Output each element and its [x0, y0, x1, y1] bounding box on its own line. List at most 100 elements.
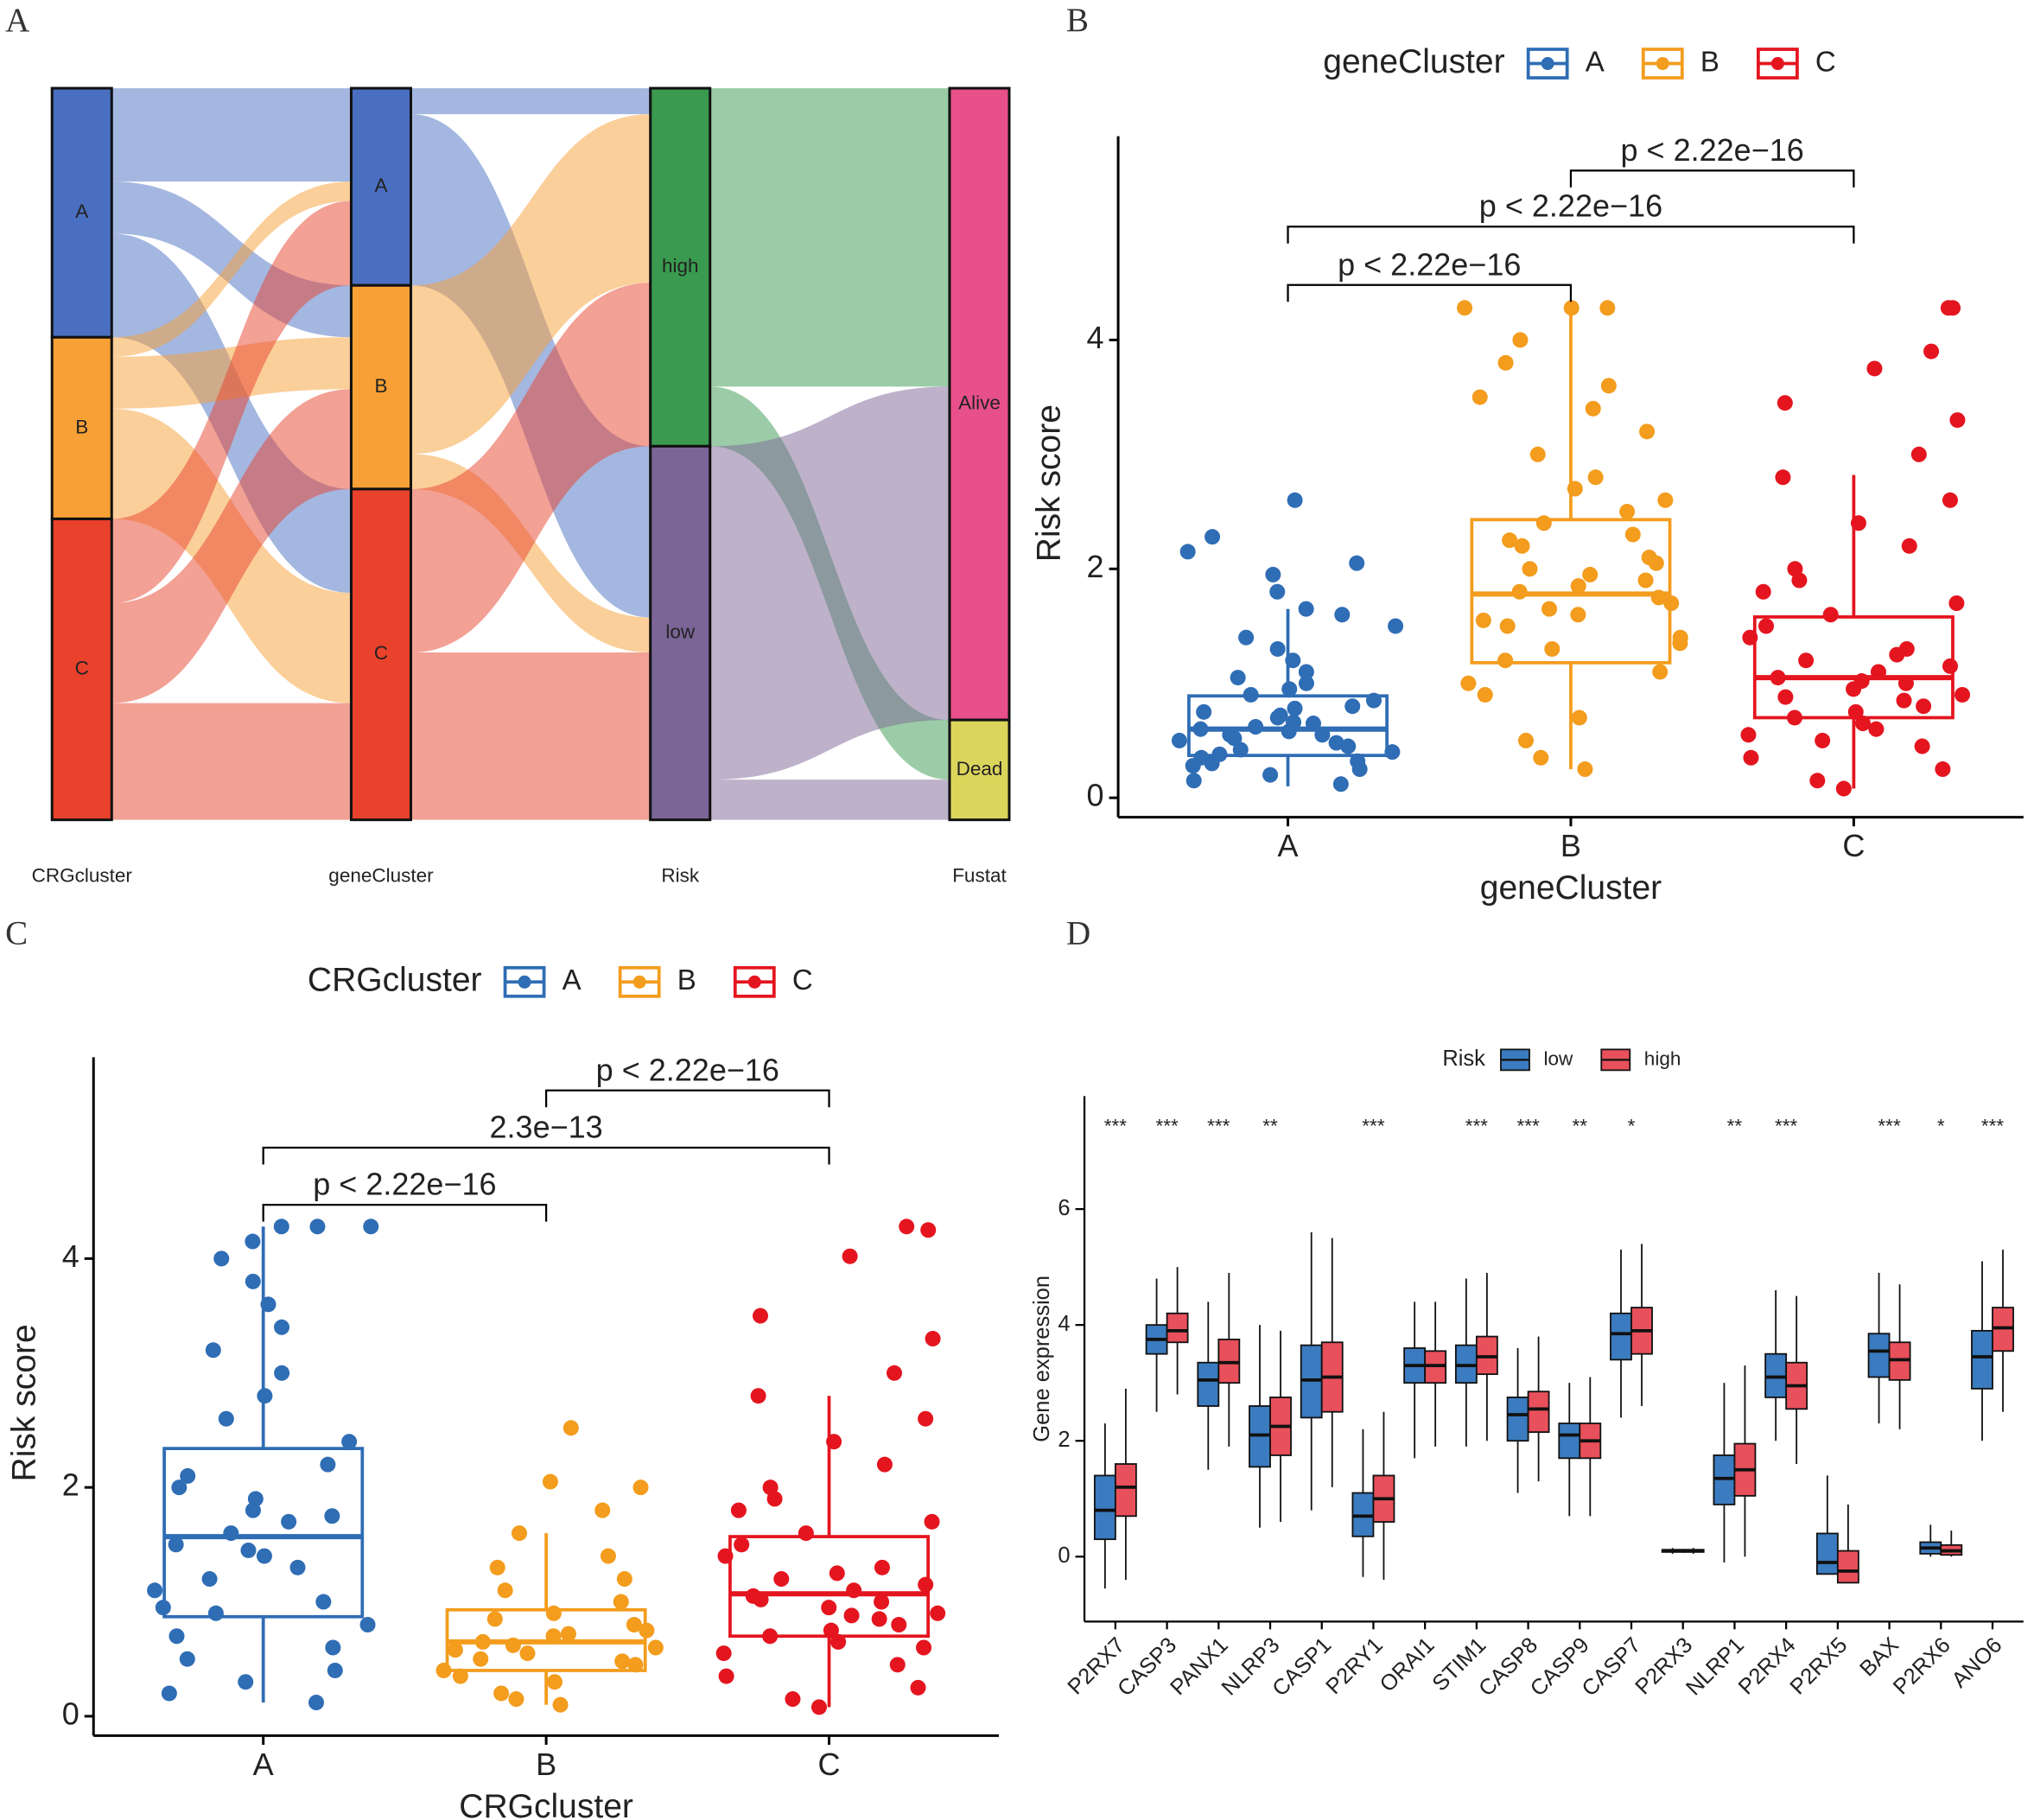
point: [910, 1679, 926, 1696]
significance: **: [1573, 1115, 1588, 1136]
point: [308, 1695, 325, 1711]
point: [1619, 504, 1636, 520]
point: [1298, 675, 1314, 691]
sankey-flow: [111, 88, 352, 182]
stage-label: Fustat: [952, 865, 1007, 887]
point: [363, 1219, 379, 1235]
point: [309, 1219, 326, 1235]
significance: ***: [1775, 1115, 1798, 1136]
point: [1298, 601, 1314, 617]
point: [1544, 640, 1560, 657]
point: [715, 1645, 732, 1662]
point: [1942, 658, 1959, 674]
y-tick-label: 2: [62, 1467, 79, 1503]
point: [930, 1605, 946, 1621]
sankey-flow: [111, 200, 352, 603]
point: [171, 1480, 188, 1496]
point: [1497, 354, 1514, 371]
sankey-flow: [111, 181, 352, 357]
point: [1265, 566, 1281, 582]
point: [647, 1639, 664, 1656]
box: [1836, 1550, 1859, 1584]
comparison-bracket: [544, 1089, 830, 1108]
point: [315, 1594, 332, 1610]
point: [511, 1525, 528, 1542]
significance: ***: [1981, 1115, 2005, 1136]
point: [245, 1273, 261, 1289]
point: [542, 1473, 558, 1490]
point: [1349, 555, 1365, 571]
point: [274, 1319, 290, 1335]
point: [1477, 686, 1493, 703]
point: [734, 1537, 750, 1553]
comparison-bracket: [1287, 283, 1573, 302]
point: [899, 1219, 915, 1235]
node-label: C: [75, 658, 89, 679]
point: [497, 1582, 513, 1599]
point: [327, 1662, 343, 1678]
y-tick-label: 4: [62, 1238, 79, 1274]
x-tick-label: B: [1560, 828, 1581, 863]
point: [1522, 561, 1538, 577]
point: [1262, 767, 1279, 783]
legend-label: high: [1644, 1047, 1681, 1069]
x-tick-label: B: [536, 1747, 556, 1782]
point: [1388, 618, 1404, 634]
legend-label: B: [1700, 45, 1719, 77]
y-axis-label: Risk score: [1030, 404, 1067, 562]
point: [1587, 469, 1604, 486]
point: [273, 1219, 289, 1235]
point: [1232, 741, 1249, 758]
point: [886, 1365, 902, 1381]
point: [1599, 300, 1616, 316]
point: [1935, 761, 1951, 778]
point: [773, 1571, 790, 1588]
legend-label: A: [1586, 45, 1605, 77]
legend-key: [1770, 57, 1784, 71]
significance: ***: [1207, 1115, 1230, 1136]
point: [871, 1611, 887, 1627]
point: [616, 1571, 632, 1588]
legend-label: low: [1543, 1047, 1573, 1069]
point: [798, 1525, 814, 1542]
x-tick-label: C: [1842, 828, 1865, 863]
point: [213, 1250, 230, 1267]
point: [1287, 700, 1303, 716]
point: [552, 1696, 569, 1713]
point: [614, 1653, 631, 1670]
significance: ***: [1516, 1115, 1540, 1136]
point: [1758, 618, 1775, 634]
legend-key: [1541, 57, 1554, 71]
point: [1672, 635, 1688, 652]
sankey-flow: [709, 780, 950, 820]
point: [1471, 389, 1488, 405]
point: [1775, 469, 1791, 486]
point: [1328, 735, 1344, 751]
sankey-flow: [410, 114, 651, 455]
comparison-label: p < 2.22e−16: [1338, 246, 1521, 282]
point: [238, 1674, 254, 1690]
point: [1272, 707, 1288, 723]
point: [1457, 300, 1473, 316]
point: [1269, 583, 1286, 600]
point: [1755, 583, 1771, 600]
point: [1896, 692, 1912, 709]
point: [1475, 612, 1491, 628]
node-label: A: [75, 200, 88, 222]
point: [168, 1628, 185, 1645]
point: [821, 1600, 837, 1616]
legend-title: Risk: [1442, 1047, 1485, 1071]
point: [1652, 664, 1669, 680]
point: [1577, 761, 1593, 778]
comparison-bracket: [1287, 226, 1855, 244]
y-tick-label: 4: [1058, 1312, 1070, 1336]
point: [1571, 710, 1587, 726]
node-label: Dead: [957, 758, 1003, 780]
node-label: B: [75, 416, 88, 437]
point: [1847, 703, 1864, 720]
point: [201, 1571, 218, 1588]
box: [1197, 1361, 1220, 1407]
point: [1460, 675, 1477, 691]
box: [1527, 1390, 1550, 1434]
point: [359, 1617, 376, 1633]
